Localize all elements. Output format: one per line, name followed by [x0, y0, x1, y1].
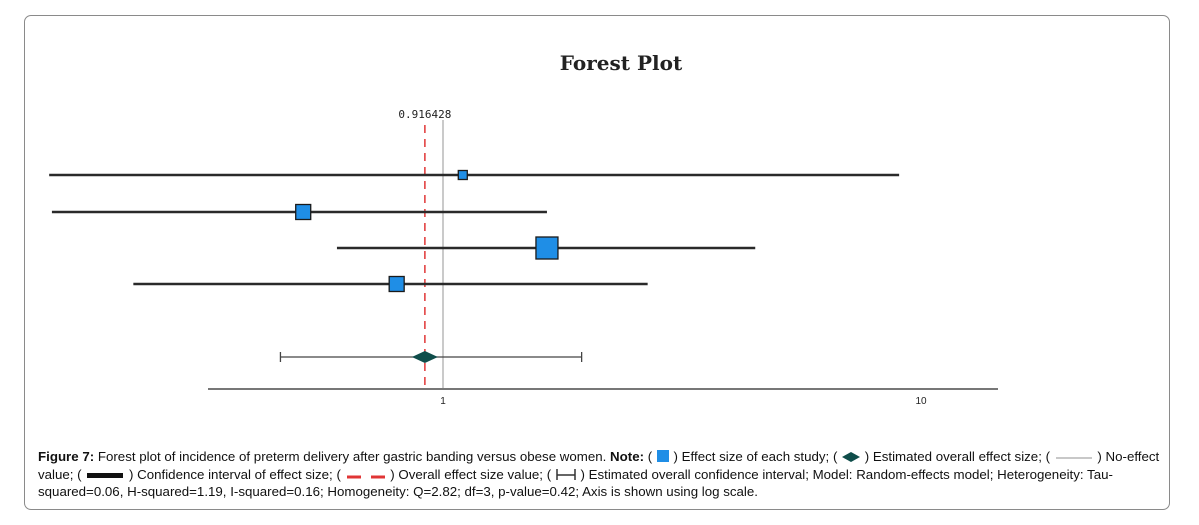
x-tick-label: 1 — [440, 396, 446, 407]
study-effect-box — [457, 169, 468, 181]
ci-line-icon — [85, 469, 125, 481]
x-tick-label: 10 — [915, 396, 927, 407]
ci-bracket-icon — [555, 468, 577, 481]
no-effect-line-icon — [1054, 451, 1094, 463]
study-effect-box — [535, 236, 559, 260]
caption-text: Forest plot of incidence of preterm deli… — [94, 449, 611, 464]
caption-text: ) Confidence interval of effect size; ( — [125, 466, 345, 482]
caption-text: ) No-effect value; ( — [38, 449, 1160, 482]
overall-effect-diamond — [411, 351, 438, 363]
study-effect-box — [388, 275, 405, 293]
study-effect-box — [295, 203, 312, 221]
dashed-line-icon — [345, 469, 387, 481]
figure-label: Figure 7: — [38, 449, 95, 464]
figure-caption: Figure 7: Forest plot of incidence of pr… — [38, 448, 1163, 501]
caption-text: ) Estimated overall confidence interval;… — [38, 466, 1113, 500]
caption-text: ) Overall effect size value; ( — [386, 466, 555, 482]
forest-plot: Forest Plot 0110 0.916428 — [49, 51, 998, 407]
diamond-icon — [841, 451, 861, 463]
study-box-icon — [656, 449, 670, 463]
caption-text: ) Effect size of each study; ( — [669, 449, 842, 464]
chart-title: Forest Plot — [560, 51, 683, 75]
caption-text: ( — [644, 449, 656, 464]
caption-text: ) Estimated overall effect size; ( — [861, 449, 1054, 464]
overall-effect-label: 0.916428 — [398, 108, 451, 121]
note-label: Note: — [610, 449, 645, 464]
figure-frame — [24, 15, 1170, 510]
